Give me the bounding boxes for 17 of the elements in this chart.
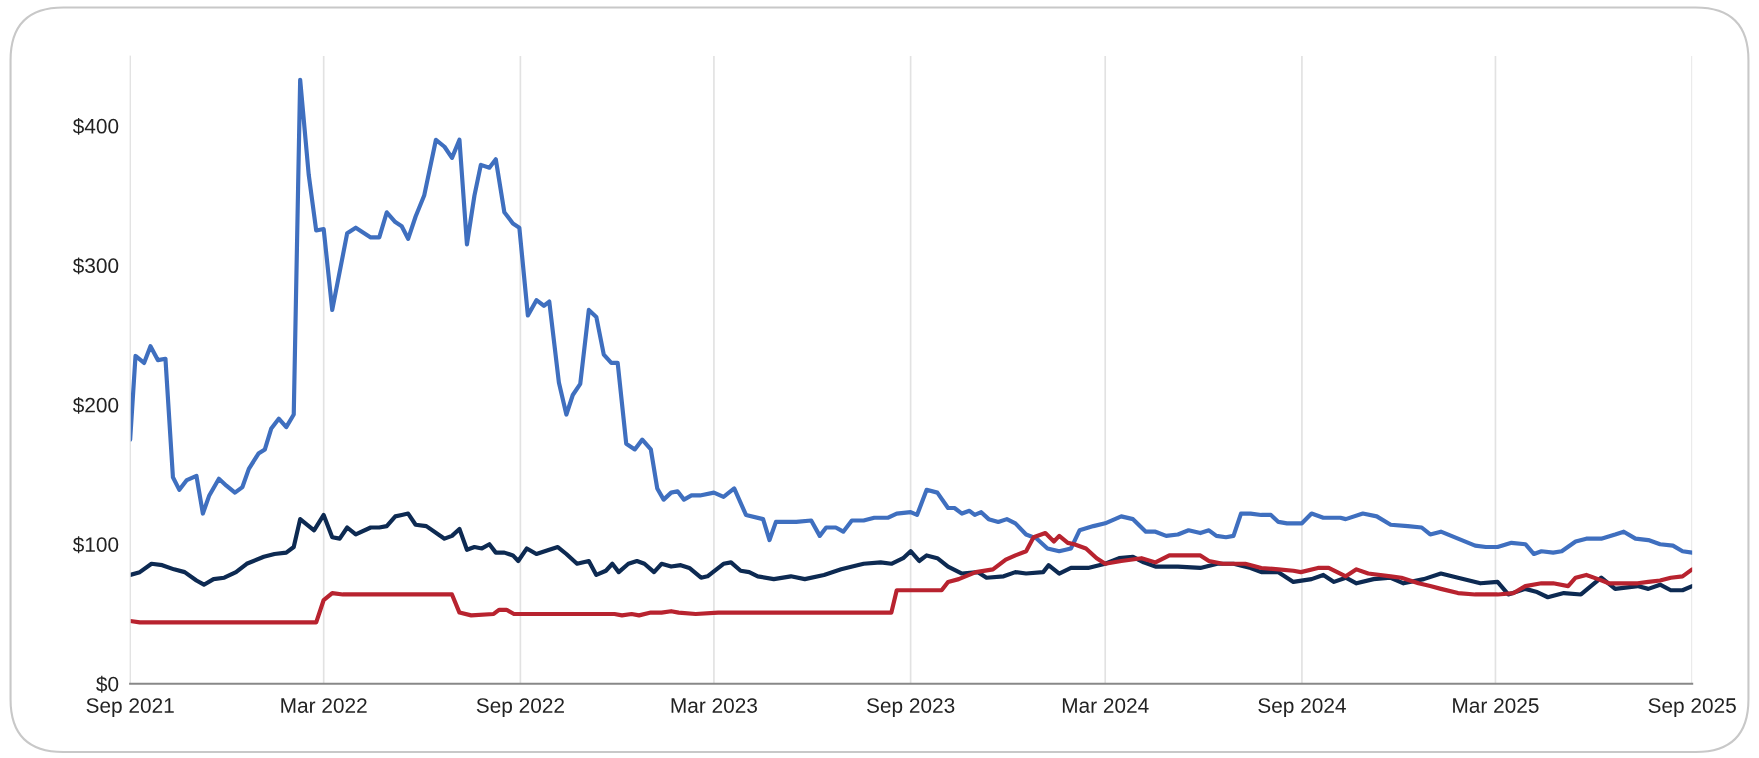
x-tick-label: Sep 2025: [1648, 698, 1736, 718]
y-tick-label: $0: [96, 675, 119, 693]
x-tick-label: Sep 2022: [476, 698, 564, 718]
x-tick-label: Sep 2021: [86, 698, 174, 718]
y-tick-label: $200: [72, 396, 119, 414]
x-tick-label: Sep 2024: [1258, 698, 1346, 718]
y-tick-label: $400: [72, 117, 119, 135]
y-tick-label: $100: [72, 536, 119, 554]
line-series: [130, 511, 1693, 600]
x-tick-label: Mar 2025: [1453, 698, 1539, 713]
y-tick-label: $300: [72, 257, 119, 275]
x-tick-label: Mar 2022: [281, 698, 367, 713]
x-tick-label: Mar 2024: [1062, 698, 1149, 713]
x-tick-label: Mar 2023: [671, 698, 757, 713]
line-series: [130, 531, 1693, 625]
x-tick-label: Sep 2023: [866, 698, 955, 718]
line-series: [130, 77, 1693, 557]
